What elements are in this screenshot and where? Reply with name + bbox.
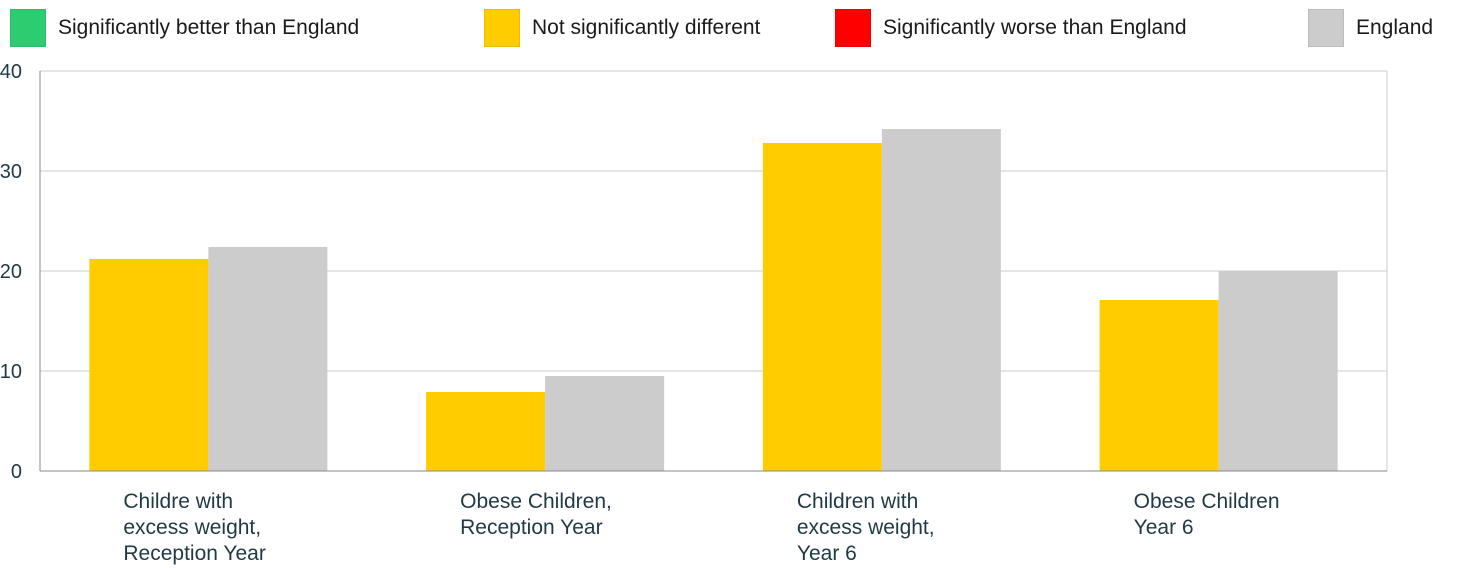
axes xyxy=(39,70,1388,472)
bar-series1-cat2 xyxy=(881,129,1001,471)
legend-item-worse: Significantly worse than England xyxy=(835,8,1187,48)
legend-item-better: Significantly better than England xyxy=(10,8,359,48)
x-category-label-line: Obese Children, xyxy=(460,490,612,513)
y-tick-label-20: 20 xyxy=(0,261,22,283)
x-category-label-line: Children with xyxy=(797,490,918,513)
x-category-label-3: Obese Children Year 6 xyxy=(1134,490,1280,539)
bar-series0-cat2 xyxy=(762,143,882,471)
bar-series1-cat3 xyxy=(1218,271,1338,471)
x-category-label-line: Childre with xyxy=(123,490,233,513)
y-tick-label-0: 0 xyxy=(11,461,22,483)
x-category-label-line: Year 6 xyxy=(797,542,857,565)
bar-series0-cat1 xyxy=(426,392,546,471)
legend-swatch-england xyxy=(1308,9,1344,47)
x-category-labels: Childre with excess weight, Reception Year… xyxy=(123,490,1279,565)
bar-series1-cat0 xyxy=(208,247,328,471)
x-category-label-line: Obese Children xyxy=(1134,490,1280,513)
x-category-label-line: excess weight, xyxy=(123,516,261,539)
legend-label-better: Significantly better than England xyxy=(58,16,360,39)
legend-swatch-not-different xyxy=(484,9,520,47)
y-tick-label-10: 10 xyxy=(0,361,22,383)
legend-item-not-different: Not significantly different xyxy=(484,8,760,48)
x-category-label-line: excess weight, xyxy=(797,516,935,539)
x-category-label-2: Children with excess weight, Year 6 xyxy=(797,490,935,565)
bar-series0-cat3 xyxy=(1099,300,1219,471)
y-tick-label-30: 30 xyxy=(0,161,22,183)
x-category-label-line: Reception Year xyxy=(123,542,265,565)
x-category-label-1: Obese Children, Reception Year xyxy=(460,490,612,539)
x-category-label-line: Reception Year xyxy=(460,516,602,539)
legend-label-worse: Significantly worse than England xyxy=(883,16,1187,39)
bars xyxy=(89,129,1338,471)
y-tick-labels: 0 10 20 30 40 xyxy=(0,61,22,483)
x-category-label-0: Childre with excess weight, Reception Year xyxy=(123,490,265,565)
bar-series1-cat1 xyxy=(545,376,665,471)
legend-label-not-different: Not significantly different xyxy=(532,16,761,39)
chart-legend: Significantly better than England Not si… xyxy=(0,8,1461,48)
legend-swatch-worse xyxy=(835,9,871,47)
x-category-label-line: Year 6 xyxy=(1134,516,1194,539)
y-tick-label-40: 40 xyxy=(0,61,22,83)
legend-swatch-better xyxy=(10,9,46,47)
legend-label-england: England xyxy=(1356,16,1434,39)
legend-item-england: England xyxy=(1308,8,1433,48)
bar-series0-cat0 xyxy=(89,259,209,471)
